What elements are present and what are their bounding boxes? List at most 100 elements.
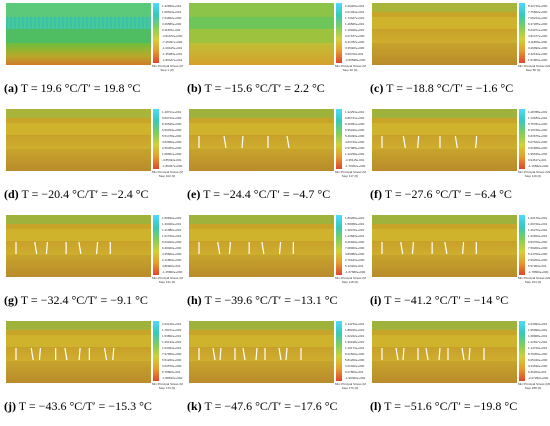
legend-meta: Min Principal Stress (MPa)Step 30 (0) — [335, 64, 366, 72]
legend-tick-label: 2.90200e+000 — [528, 258, 548, 262]
legend-meta: Min Principal Stress (MPa)Step 1 (0) — [152, 64, 183, 72]
crack-mark — [241, 135, 244, 149]
crack-mark — [45, 241, 49, 255]
panel-temperature: T = −24.4 °C/T′ = −4.7 °C — [203, 187, 331, 201]
legend-tick-label: 5.51478e+000 — [162, 134, 182, 138]
figure-panel: 2.29460e+001 2.01494e+001 1.74047e+001 1.46… — [183, 0, 366, 106]
legend-tick-labels: 2.23090e+001 1.95999e+001 1.68908e+001 1.41… — [528, 321, 550, 381]
panel-caption: (l) T = −51.6 °C/T′ = −19.8 °C — [370, 398, 517, 414]
legend-tick-label: 9.75781e+000 — [528, 122, 548, 126]
step-label: Step 102 (0) — [158, 174, 176, 178]
legend-tick-label: 1.36198e+001 — [345, 340, 365, 344]
panel-caption: (i) T = −41.2 °C/T′ = −14 °C — [370, 292, 508, 308]
legend-tick-label: 1.21080e+001 — [162, 228, 182, 232]
legend-tick-label: 7.08000e+000 — [345, 246, 365, 250]
legend-tick-label: 1.58368e+001 — [345, 222, 365, 226]
legend-tick-label: 5.51260e+000 — [162, 358, 182, 362]
legend-tick-label: 2.57989e+000 — [345, 146, 365, 150]
crack-mark — [78, 347, 81, 361]
crack-mark — [38, 347, 42, 361]
color-legend-bar — [336, 215, 342, 275]
legend-tick-label: 9.86741e+000 — [345, 116, 365, 120]
crack-mark — [468, 347, 471, 361]
figure-panel: 1.93170e+001 1.69720e+001 1.46270e+001 1.22… — [366, 212, 550, 318]
legend-tick-label: 2.29460e+001 — [345, 4, 365, 8]
legend-tick-label: -3.85434e-001 — [162, 158, 182, 162]
panel-label: (l) — [370, 399, 382, 413]
legend-tick-label: 5.24700e+000 — [528, 252, 548, 256]
legend-tick-label: 1.14584e+001 — [345, 234, 365, 238]
legend-tick-label: 5.81260e+000 — [345, 358, 365, 362]
legend-tick-label: -1.16592e+000 — [528, 164, 549, 168]
crack-marks — [198, 347, 302, 361]
panel-temperature: T = −27.6 °C/T′ = −6.4 °C — [384, 187, 512, 201]
crack-mark — [417, 135, 420, 149]
crack-mark — [219, 347, 222, 361]
stress-contour-image — [372, 109, 517, 171]
crack-mark — [64, 347, 68, 361]
legend-meta: Min Principal Stress (MPa) Step 56 (0) — [518, 64, 550, 72]
legend-tick-label: 1.69720e+001 — [528, 222, 548, 226]
legend-tick-label: 1.88246e+001 — [345, 328, 365, 332]
legend-tick-label: 6.29400e+000 — [162, 246, 182, 250]
crack-mark — [461, 241, 465, 255]
legend-tick-label: 8.46546e+000 — [162, 122, 182, 126]
legend-tick-label: 1.22820e+001 — [528, 234, 548, 238]
legend-title: Min Principal Stress (MPa) — [335, 64, 366, 68]
panel-label: (i) — [370, 293, 382, 307]
figure-panel: 1.28788e+001 1.13183e+001 9.75781e+000 8.19… — [366, 106, 550, 212]
legend-tick-label: 3.34530e+000 — [528, 364, 548, 368]
legend-tick-label: 1.42950e+001 — [162, 4, 182, 8]
legend-tick-label: 1.80260e+001 — [345, 216, 365, 220]
legend-tick-label: 7.24822e+000 — [162, 16, 182, 20]
legend-tick-label: 3.94617e-001 — [528, 158, 547, 162]
legend-tick-label: 1.59840e+001 — [162, 216, 182, 220]
legend-tick-label: -1.45083e+001 — [162, 52, 183, 56]
legend-tick-label: -7.45497e+000 — [162, 40, 183, 44]
legend-tick-label: 7.59200e+000 — [528, 246, 548, 250]
legend-tick-label: 1.12239e+000 — [345, 152, 365, 156]
legend-tick-label: 4.35600e+000 — [162, 252, 182, 256]
stress-contour-image — [6, 215, 151, 277]
legend-tick-label: 1.36476e+001 — [345, 228, 365, 232]
step-label: Step 176 (0) — [341, 386, 359, 390]
stress-contour-image — [6, 321, 151, 383]
panel-label: (j) — [4, 399, 16, 413]
figure-panel: 1.59840e+001 1.40460e+001 1.21080e+001 1.01… — [0, 212, 183, 318]
crack-mark — [285, 347, 288, 361]
step-label: Step 188 (0) — [524, 386, 542, 390]
panel-label: (c) — [370, 81, 384, 95]
figure-panel: 1.18721e+001 9.84743e+000 8.46546e+000 6.99… — [0, 106, 183, 212]
legend-tick-label: 8.23200e+000 — [162, 240, 182, 244]
legend-tick-labels: 8.42715e+000 7.75602e+000 7.09214e+000 6.37… — [528, 3, 550, 63]
legend-tick-label: 5.12400e-001 — [345, 264, 364, 268]
stress-contour-image — [372, 3, 517, 65]
legend-tick-labels: 1.28788e+001 1.13183e+001 9.75781e+000 8.19… — [528, 109, 550, 169]
legend-meta: Min Principal Stress (MPa)Step 118 (0) — [335, 276, 366, 284]
legend-tick-label: 4.11856e+000 — [528, 40, 548, 44]
legend-tick-label: 9.84743e+000 — [162, 116, 182, 120]
crack-marks — [381, 347, 485, 361]
legend-title: Min Principal Stress (MPa) — [335, 276, 366, 280]
crack-mark — [400, 241, 404, 255]
crack-mark — [78, 241, 82, 255]
legend-tick-label: 2.70160e+000 — [345, 258, 365, 262]
legend-tick-label: 1.51806e+000 — [528, 58, 548, 62]
legend-tick-label: 1.74047e+001 — [345, 16, 365, 20]
step-label: Step 117 (0) — [341, 174, 359, 178]
legend-meta: Min Principal Stress (MPa)Step 117 (0) — [335, 170, 366, 178]
color-legend-bar — [336, 3, 342, 63]
legend-tick-label: 1.41817e+001 — [528, 340, 548, 344]
panel-label: (h) — [187, 293, 202, 307]
legend-tick-label: 2.23090e+001 — [528, 322, 548, 326]
panel-caption: (j) T = −43.6 °C/T′ = −15.3 °C — [4, 398, 152, 414]
legend-tick-labels: 1.12253e+001 9.86741e+000 8.40991e+000 6.95… — [345, 109, 366, 169]
crack-mark — [217, 241, 221, 255]
legend-tick-label: 7.75602e+000 — [528, 10, 548, 14]
legend-tick-label: 4.80000e-001 — [162, 264, 181, 268]
legend-meta: Min Principal Stress (MPa) Step 188 (0) — [518, 382, 550, 390]
panel-caption: (f) T = −27.6 °C/T′ = −6.4 °C — [370, 186, 512, 202]
crack-mark — [454, 135, 458, 149]
panel-temperature: T = 19.6 °C/T′ = 19.8 °C — [20, 81, 141, 95]
